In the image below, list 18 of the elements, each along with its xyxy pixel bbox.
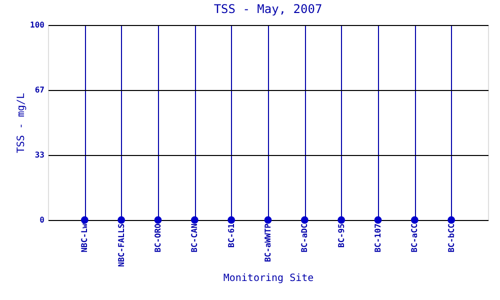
y-tick-label: 100	[30, 20, 45, 30]
y-tick-label: 67	[34, 85, 45, 94]
x-tick-label: BC-CAN	[190, 223, 200, 252]
x-tick-label: NBC-FALLS	[116, 223, 126, 267]
x-tick-label: BC-61	[226, 223, 236, 248]
x-tick-label: BC-107	[374, 223, 382, 252]
y-axis-title: TSS - mg/L	[16, 92, 28, 154]
y-tick-label: 0	[40, 216, 45, 224]
x-tick-label: BC-bCC	[446, 223, 456, 252]
y-tick-label: 33	[34, 150, 45, 160]
x-axis-title: Monitoring Site	[223, 272, 314, 284]
x-tick-label: NBC-Lw	[80, 223, 90, 252]
x-tick-label: BC-aCC	[410, 223, 420, 252]
x-tick-label: BC-aDC	[300, 223, 310, 252]
chart-title: TSS - May, 2007	[214, 2, 322, 16]
x-tick-label: BC-aWWTP	[264, 223, 272, 262]
x-tick-label: BC-ORO	[154, 223, 162, 252]
x-tick-label: BC-95	[336, 223, 346, 248]
